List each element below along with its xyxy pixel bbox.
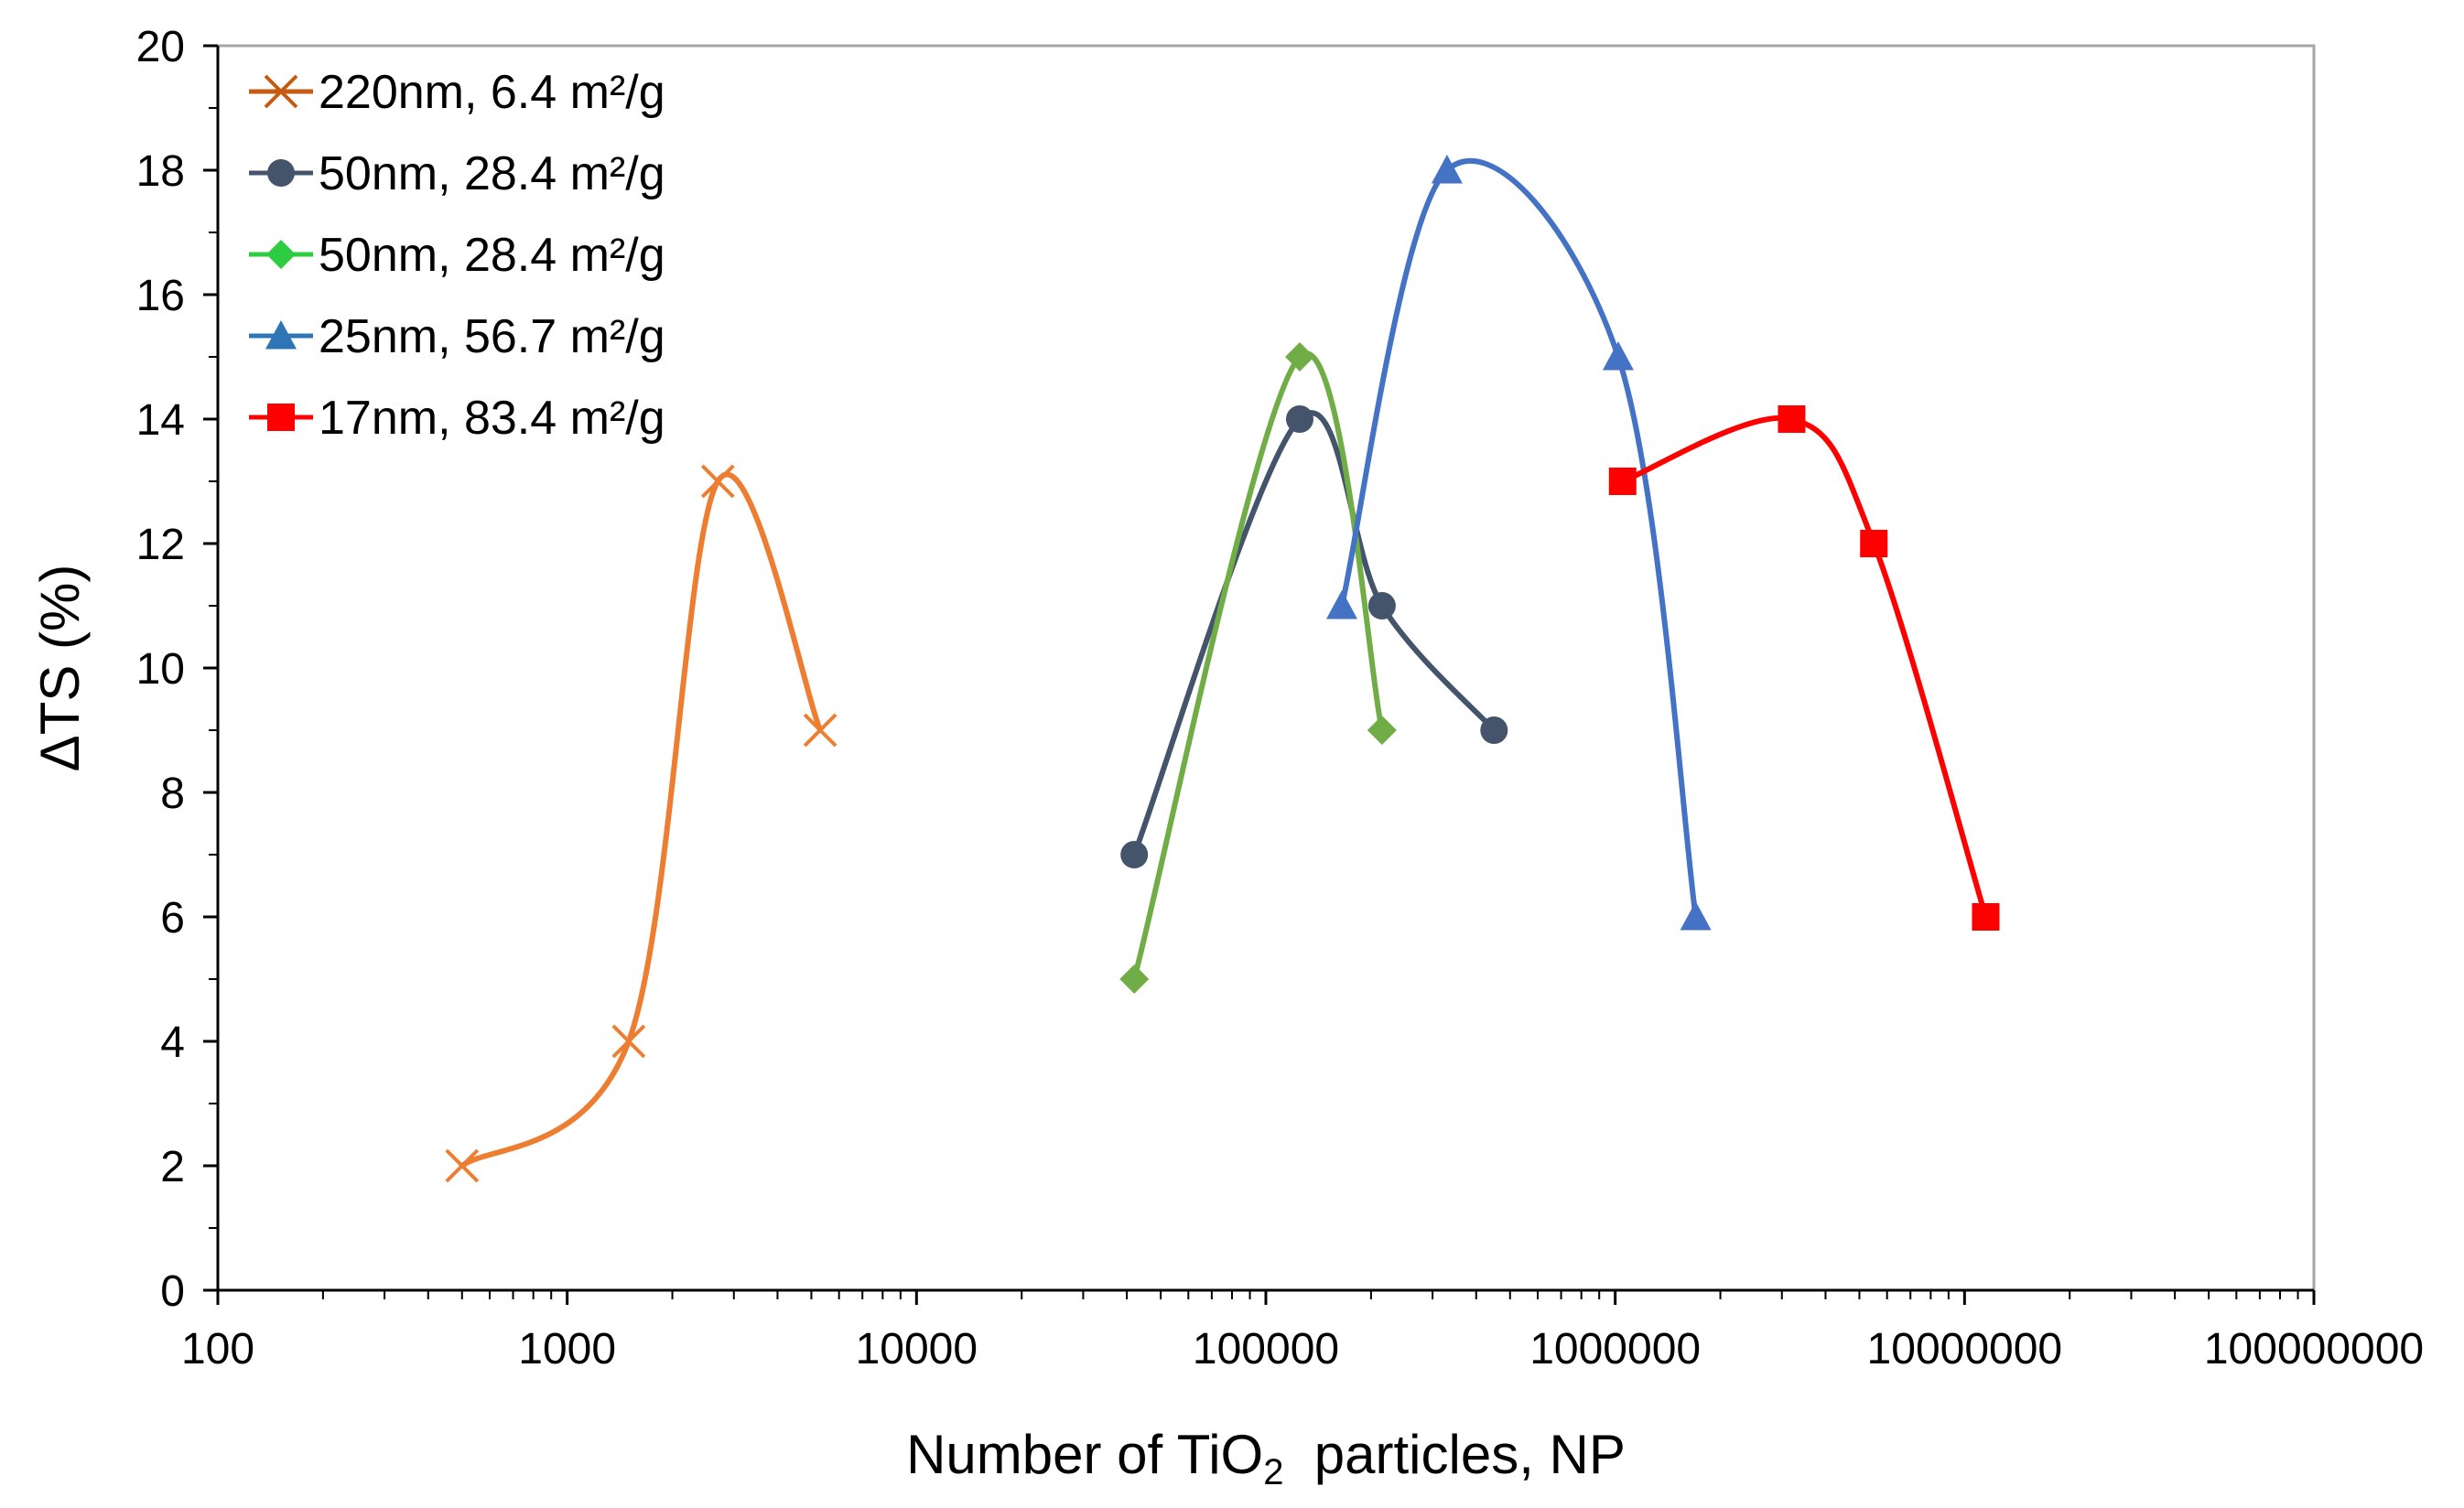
y-tick-label: 2 xyxy=(160,1143,185,1191)
series-4-point xyxy=(1680,901,1712,931)
series-markers xyxy=(445,155,2000,1183)
series-1-point-stroke xyxy=(803,713,838,748)
series-4-point xyxy=(1431,155,1463,184)
legend-item: 25nm, 56.7 m²/g xyxy=(249,310,665,363)
series-line-2 xyxy=(1131,410,1497,857)
legend-item: 220nm, 6.4 m²/g xyxy=(249,66,665,119)
y-tick-label: 8 xyxy=(160,770,185,818)
x-axis-title-prefix: Number of TiO xyxy=(906,1424,1263,1485)
y-tick-label: 6 xyxy=(160,894,185,942)
y-tick-label: 10 xyxy=(136,645,185,694)
series-3-point xyxy=(1284,342,1314,372)
series-1-point xyxy=(445,1148,480,1183)
y-tick-label: 12 xyxy=(136,521,185,569)
legend-item: 50nm, 28.4 m²/g xyxy=(249,229,665,282)
series-2-point xyxy=(1120,841,1149,868)
legend-item: 50nm, 28.4 m²/g xyxy=(249,147,665,200)
series-5-point xyxy=(1778,405,1806,433)
series-1-point xyxy=(700,464,735,499)
series-4-point xyxy=(1326,590,1358,619)
x-tick-label: 1000 xyxy=(518,1325,616,1373)
legend-label: 25nm, 56.7 m²/g xyxy=(319,310,665,363)
series-4-point xyxy=(1602,341,1634,371)
y-tick-label: 20 xyxy=(136,23,185,71)
y-tick-label: 16 xyxy=(136,272,185,320)
y-tick-label: 14 xyxy=(136,396,185,445)
x-axis-title-subscript: 2 xyxy=(1263,1452,1283,1492)
x-tick-label: 100 xyxy=(181,1325,254,1373)
series-3-point xyxy=(1119,964,1150,994)
y-tick-label: 0 xyxy=(160,1267,185,1316)
x-axis-title: Number of TiO2 particles, NP xyxy=(906,1424,1626,1492)
series-1-point xyxy=(611,1024,646,1059)
series-5-point xyxy=(1972,903,2000,931)
legend-marker-stroke xyxy=(264,74,298,109)
legend: 220nm, 6.4 m²/g 50nm, 28.4 m²/g 50nm, 28.4… xyxy=(249,66,665,445)
legend-marker xyxy=(266,240,296,269)
legend-marker xyxy=(267,159,295,187)
legend-marker xyxy=(267,404,295,431)
x-tick-label: 10000 xyxy=(856,1325,978,1373)
series-line-5 xyxy=(1619,415,1989,920)
x-tick-label: 1000000 xyxy=(1529,1325,1701,1373)
series-lines xyxy=(459,157,1989,1169)
x-tick-label: 10000000 xyxy=(1867,1325,2063,1373)
series-3-point xyxy=(1367,716,1397,745)
y-tick-label: 4 xyxy=(160,1018,185,1067)
series-2-point xyxy=(1367,592,1396,619)
y-tick-label: 18 xyxy=(136,147,185,196)
axes: 0 2 4 6 8 10 12 14 16 18 20 100 1000 10000 100000 10000… xyxy=(136,23,2425,1373)
legend-label: 50nm, 28.4 m²/g xyxy=(319,147,665,200)
y-axis-title: ΔTS (%) xyxy=(29,565,91,772)
series-2-point xyxy=(1480,716,1508,744)
series-line-4 xyxy=(1339,157,1699,920)
legend-item: 17nm, 83.4 m²/g xyxy=(249,392,665,445)
legend-marker xyxy=(264,74,298,109)
series-1-point-stroke xyxy=(611,1024,646,1059)
series-1-point-stroke xyxy=(445,1148,480,1183)
series-1-point xyxy=(803,713,838,748)
legend-label: 50nm, 28.4 m²/g xyxy=(319,229,665,282)
series-2-point xyxy=(1285,405,1313,433)
legend-label: 220nm, 6.4 m²/g xyxy=(319,66,665,119)
x-tick-label: 100000 xyxy=(1193,1325,1339,1373)
x-axis-title-suffix: particles, NP xyxy=(1283,1424,1625,1485)
series-1-point-stroke xyxy=(700,464,735,499)
series-line-1 xyxy=(459,471,824,1169)
series-5-point xyxy=(1608,468,1637,495)
x-tick-label: 100000000 xyxy=(2204,1325,2424,1373)
legend-label: 17nm, 83.4 m²/g xyxy=(319,392,665,445)
series-5-point xyxy=(1860,530,1888,557)
legend-marker xyxy=(265,320,297,350)
